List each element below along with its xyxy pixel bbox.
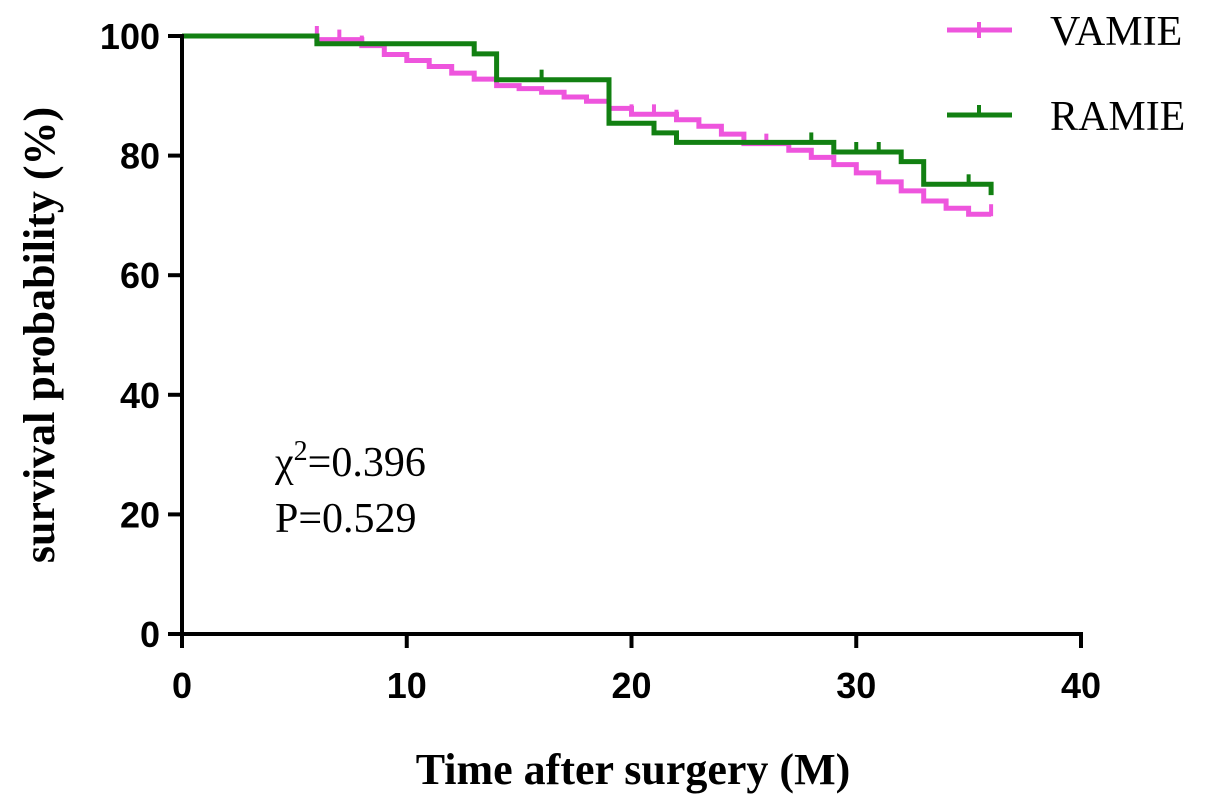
- vamie-survival-curve: [182, 33, 992, 217]
- legend-vamie-label: VAMIE: [1050, 9, 1182, 55]
- x-tick-label: 40: [1061, 665, 1101, 706]
- x-ticks: 0 10 20 30 40: [172, 634, 1101, 706]
- y-ticks: 0 20 40 60 80 100: [100, 16, 182, 655]
- legend: VAMIE RAMIE: [947, 9, 1185, 140]
- chi-value: =0.396: [308, 440, 426, 486]
- x-tick-label: 0: [172, 665, 192, 706]
- ramie-survival-curve: [182, 33, 994, 196]
- chi-symbol: χ: [274, 440, 294, 486]
- chi-superscript: 2: [294, 436, 308, 467]
- y-tick-label: 100: [100, 16, 160, 57]
- y-tick-label: 40: [120, 375, 160, 416]
- p-value-stat: P=0.529: [275, 496, 417, 542]
- y-tick-label: 80: [120, 136, 160, 177]
- x-tick-label: 10: [387, 665, 427, 706]
- chi-square-stat: χ2=0.396: [274, 436, 426, 486]
- stats-annotation: χ2=0.396 P=0.529: [274, 436, 426, 542]
- legend-ramie-label: RAMIE: [1050, 94, 1185, 140]
- y-tick-label: 60: [120, 255, 160, 296]
- y-axis-title: survival probability (%): [15, 107, 64, 563]
- series-layer: [182, 26, 994, 217]
- y-tick-label: 0: [140, 614, 160, 655]
- x-tick-label: 30: [836, 665, 876, 706]
- y-tick-label: 20: [120, 494, 160, 535]
- x-axis-title: Time after surgery (M): [416, 745, 851, 794]
- x-tick-label: 20: [611, 665, 651, 706]
